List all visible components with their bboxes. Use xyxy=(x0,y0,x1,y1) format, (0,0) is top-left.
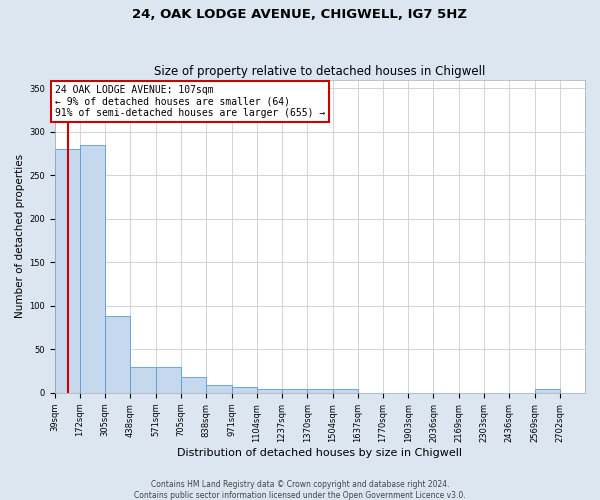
Text: 24 OAK LODGE AVENUE: 107sqm
← 9% of detached houses are smaller (64)
91% of semi: 24 OAK LODGE AVENUE: 107sqm ← 9% of deta… xyxy=(55,85,325,118)
Bar xyxy=(155,367,181,393)
Bar xyxy=(232,387,257,393)
Bar xyxy=(307,388,332,393)
Bar xyxy=(181,378,206,393)
Bar xyxy=(282,390,307,393)
Y-axis label: Number of detached properties: Number of detached properties xyxy=(15,154,25,318)
Bar xyxy=(206,385,232,393)
Bar xyxy=(332,390,358,393)
Bar xyxy=(55,150,80,393)
Title: Size of property relative to detached houses in Chigwell: Size of property relative to detached ho… xyxy=(154,66,485,78)
X-axis label: Distribution of detached houses by size in Chigwell: Distribution of detached houses by size … xyxy=(178,448,463,458)
Bar xyxy=(105,316,130,393)
Text: Contains HM Land Registry data © Crown copyright and database right 2024.
Contai: Contains HM Land Registry data © Crown c… xyxy=(134,480,466,500)
Bar xyxy=(257,388,282,393)
Bar xyxy=(130,367,155,393)
Bar xyxy=(535,390,560,393)
Text: 24, OAK LODGE AVENUE, CHIGWELL, IG7 5HZ: 24, OAK LODGE AVENUE, CHIGWELL, IG7 5HZ xyxy=(133,8,467,20)
Bar xyxy=(80,145,105,393)
